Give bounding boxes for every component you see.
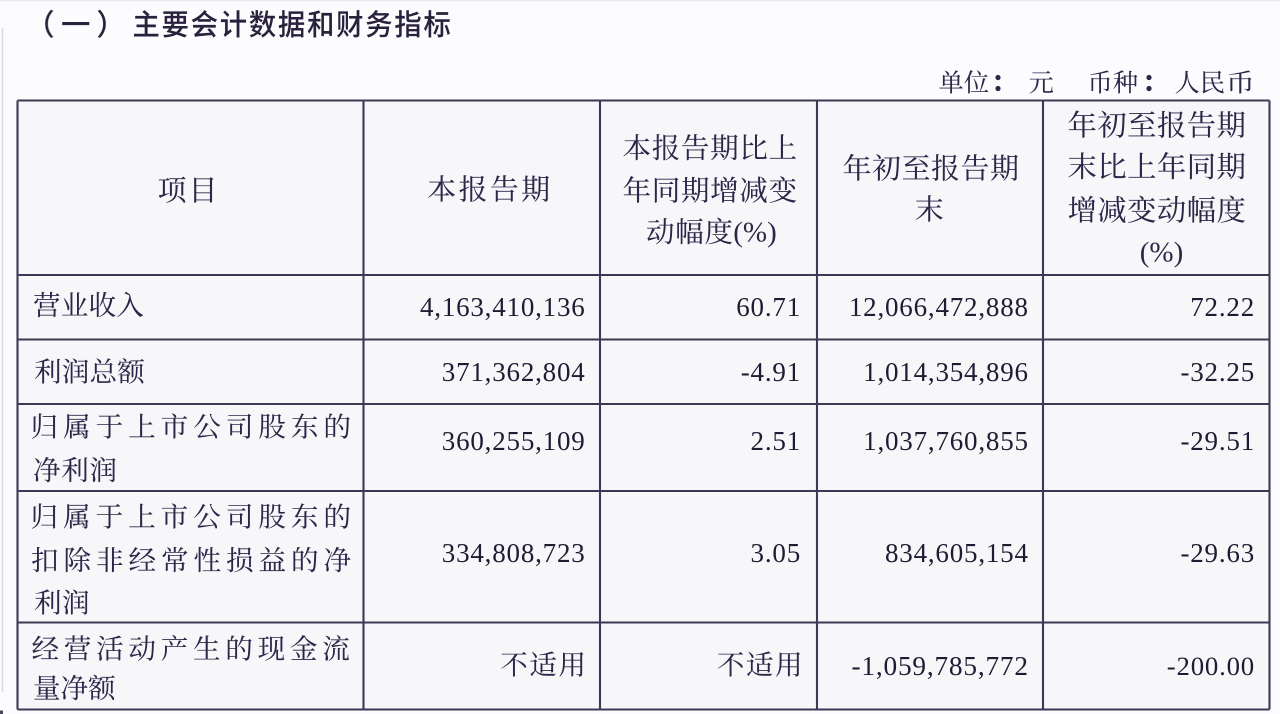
svg-text:2.51: 2.51 [751,426,801,456]
svg-text:(%): (%) [733,217,776,249]
svg-text:-200.00: -200.00 [1167,651,1255,681]
svg-text:12,066,472,888: 12,066,472,888 [849,292,1029,322]
svg-text:60.71: 60.71 [736,292,801,322]
svg-text:4,163,410,136: 4,163,410,136 [420,292,586,322]
svg-text:371,362,804: 371,362,804 [442,357,586,387]
svg-text:72.22: 72.22 [1190,292,1255,322]
svg-text:334,808,723: 334,808,723 [442,538,586,568]
svg-text:3.05: 3.05 [751,538,801,568]
svg-text:-4.91: -4.91 [741,357,801,387]
svg-text:-29.51: -29.51 [1180,426,1255,456]
svg-text:834,605,154: 834,605,154 [885,538,1029,568]
svg-text:-1,059,785,772: -1,059,785,772 [852,651,1029,681]
svg-text:-29.63: -29.63 [1180,538,1255,568]
svg-text:360,255,109: 360,255,109 [442,426,586,456]
svg-text:(%): (%) [1140,237,1183,269]
svg-text:1,037,760,855: 1,037,760,855 [863,426,1029,456]
svg-text:1,014,354,896: 1,014,354,896 [863,357,1029,387]
svg-text:-32.25: -32.25 [1180,357,1255,387]
